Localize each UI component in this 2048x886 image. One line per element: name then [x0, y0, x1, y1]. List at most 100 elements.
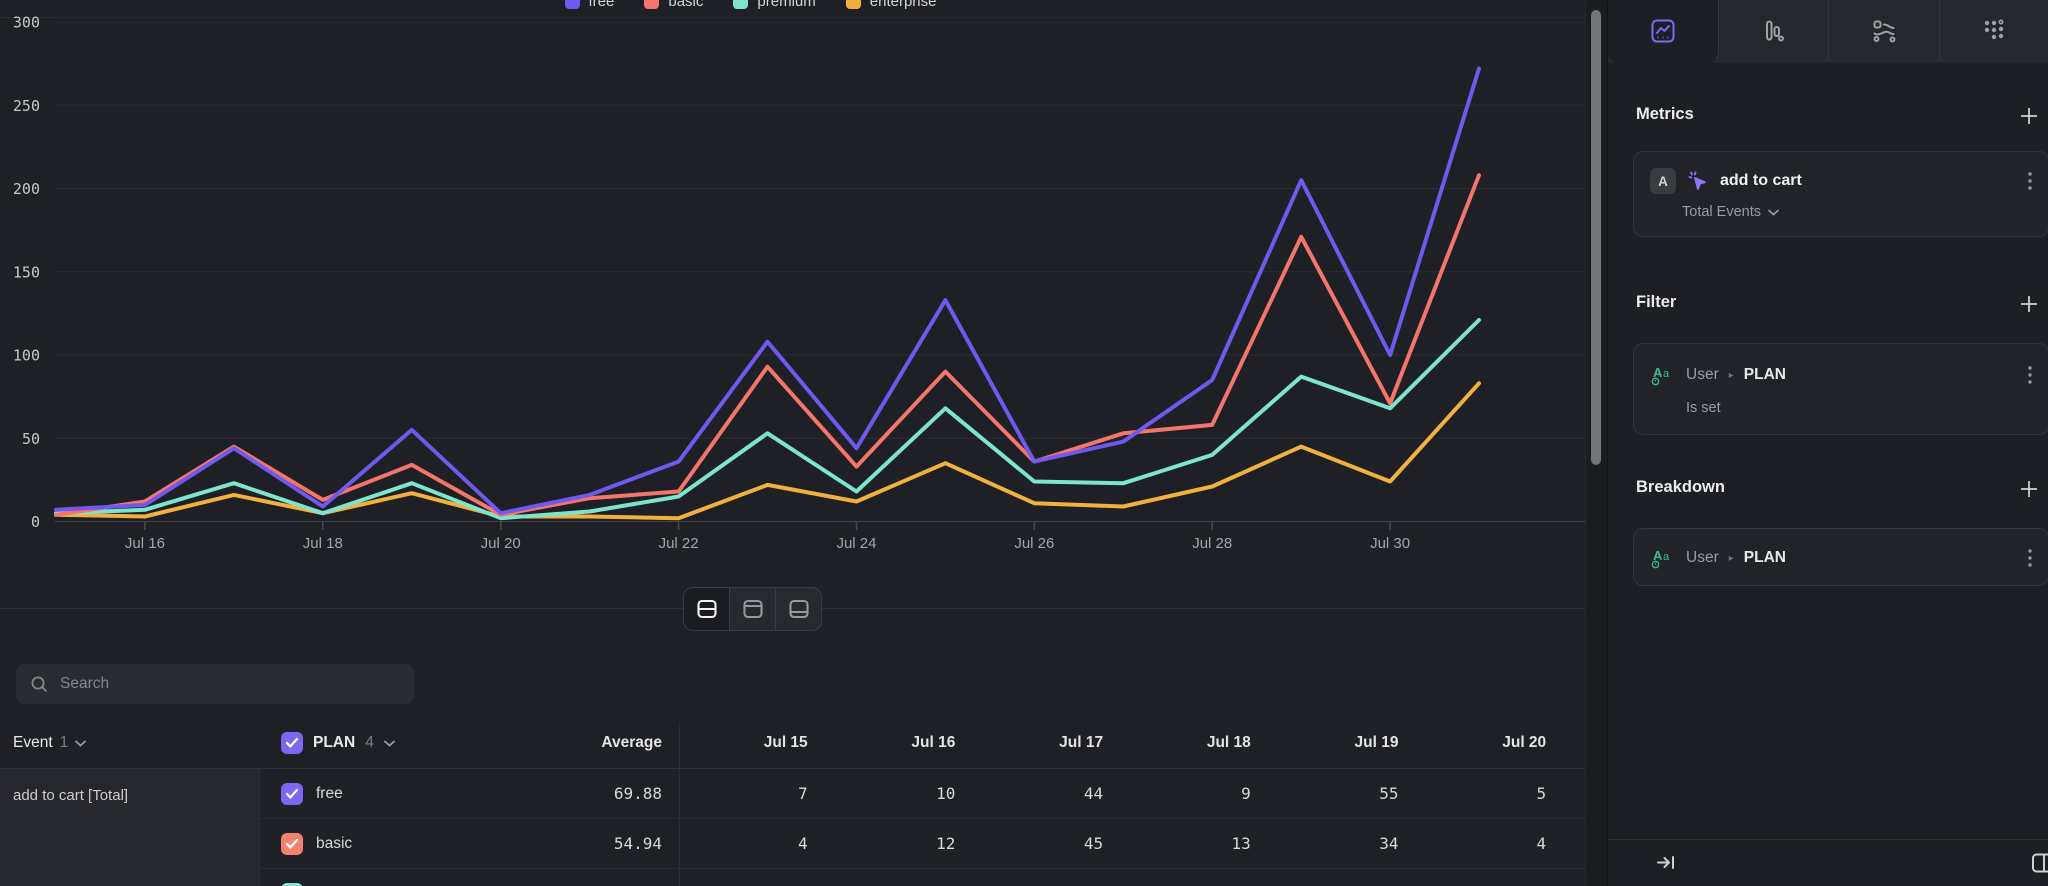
- top-panel-view-button[interactable]: [730, 588, 776, 630]
- y-axis-label: 150: [13, 263, 40, 281]
- plus-icon: [2021, 296, 2037, 312]
- chevron-down-icon: [1768, 209, 1779, 216]
- x-axis-label: Jul 24: [836, 535, 876, 552]
- date-column-header[interactable]: Jul 16: [911, 734, 956, 751]
- x-axis-label: Jul 20: [481, 535, 521, 552]
- plan-select-all-checkbox[interactable]: [281, 732, 303, 754]
- collapse-sidebar-button[interactable]: [1656, 853, 1676, 877]
- event-header-count: 1: [59, 734, 69, 751]
- arrow-to-bar-icon: [1657, 856, 1674, 869]
- add-filter-button[interactable]: [2016, 291, 2042, 317]
- series-checkbox[interactable]: [281, 883, 303, 886]
- series-line-basic[interactable]: [54, 173, 1481, 517]
- plan-column-header[interactable]: PLAN 4: [281, 718, 395, 768]
- filter-options-button[interactable]: [2020, 362, 2040, 388]
- caret-right-icon: ▸: [1728, 369, 1734, 381]
- series-line-premium[interactable]: [54, 318, 1481, 521]
- split-view-button[interactable]: [684, 588, 730, 630]
- tab-bar-chart[interactable]: [1719, 0, 1829, 61]
- legend-item-basic[interactable]: basic: [644, 0, 703, 12]
- columns-icon: [2032, 853, 2048, 873]
- series-line-enterprise[interactable]: [54, 381, 1481, 521]
- metric-letter-badge: A: [1650, 168, 1676, 194]
- svg-text:A: A: [1653, 548, 1663, 563]
- date-column-header[interactable]: Jul 17: [1059, 734, 1104, 751]
- legend-item-premium[interactable]: premium: [733, 0, 816, 12]
- search-input[interactable]: Search: [16, 664, 414, 704]
- table-header: Event 1 PLAN 4 Average Jul 15 Jul 16 Jul 1…: [0, 718, 1585, 769]
- event-header-label: Event: [13, 734, 53, 751]
- cell-value: 2: [1418, 869, 1547, 886]
- metric-measure-select[interactable]: Total Events: [1682, 204, 2048, 220]
- event-total-label: add to cart [Total]: [13, 787, 129, 804]
- bar-chart-icon: [1766, 20, 1785, 41]
- add-breakdown-button[interactable]: [2016, 476, 2042, 502]
- date-column-header[interactable]: Jul 19: [1354, 734, 1399, 751]
- breakdown-options-button[interactable]: [2020, 545, 2040, 571]
- cell-value: 7: [827, 869, 956, 886]
- metric-options-button[interactable]: [2020, 168, 2040, 194]
- cell-value: 7: [798, 784, 808, 803]
- column-separator: [679, 722, 680, 886]
- date-column-header[interactable]: Jul 15: [763, 734, 808, 751]
- search-placeholder: Search: [60, 675, 110, 692]
- row-average: 33.00: [530, 869, 662, 886]
- event-column-header[interactable]: Event 1: [13, 718, 87, 768]
- cell-value: 44: [1083, 784, 1104, 803]
- y-axis-label: 200: [13, 180, 40, 198]
- average-column-header[interactable]: Average: [601, 734, 662, 751]
- bottom-panel-view-button[interactable]: [776, 588, 821, 630]
- chart-svg: 0 50 100 150 200 250 300 Jul 16 Jul 18 Jul 20 Jul …: [13, 14, 1585, 552]
- table-row-premium[interactable]: premium 33.00 5 7 23 5 23 2: [260, 869, 1585, 886]
- filter-condition[interactable]: Is set: [1686, 400, 2048, 416]
- legend-label: premium: [757, 0, 816, 10]
- legend-item-free[interactable]: free: [564, 0, 614, 12]
- cell-value: 55: [1379, 784, 1399, 803]
- chevron-down-icon: [75, 740, 87, 747]
- kebab-icon: [2028, 366, 2032, 384]
- date-column-header[interactable]: Jul 18: [1206, 734, 1251, 751]
- legend-item-enterprise[interactable]: enterprise: [845, 0, 937, 12]
- breakdown-heading: Breakdown: [1636, 478, 1725, 496]
- panel-layout-button[interactable]: [2031, 852, 2048, 879]
- cell-value: 12: [936, 834, 956, 853]
- metric-card[interactable]: A add to cart Total Events: [1633, 151, 2048, 237]
- filter-card[interactable]: A a User ▸ PLAN Is set: [1633, 343, 2048, 435]
- filter-condition-label: Is set: [1686, 400, 1721, 416]
- legend-label: enterprise: [869, 0, 937, 10]
- scrollbar-track[interactable]: [1585, 0, 1607, 886]
- row-label: basic: [316, 835, 353, 852]
- x-axis-label: Jul 18: [303, 535, 343, 552]
- tab-chart-grid[interactable]: [1940, 0, 2048, 61]
- cell-value: 23: [1270, 869, 1398, 886]
- x-axis-label: Jul 28: [1192, 535, 1232, 552]
- filter-heading: Filter: [1636, 293, 1677, 311]
- cell-value: 9: [1241, 784, 1251, 803]
- y-axis-label: 250: [13, 97, 40, 115]
- legend-swatch: [644, 0, 660, 9]
- event-total-cell[interactable]: add to cart [Total]: [0, 769, 260, 886]
- table-row-free[interactable]: free 69.88 7 10 44 9 55 5: [260, 769, 1585, 819]
- series-line-free[interactable]: [54, 66, 1481, 516]
- bottom-panel-icon: [788, 599, 809, 619]
- sidebar-tabs: [1608, 0, 2048, 62]
- x-axis-label: Jul 26: [1014, 535, 1054, 552]
- config-sidebar: Metrics A add to cart Total Events Filt: [1607, 0, 2048, 886]
- x-axis-label: Jul 22: [659, 535, 699, 552]
- add-metric-button[interactable]: [2016, 103, 2042, 129]
- tab-line-chart[interactable]: [1608, 0, 1719, 62]
- series-checkbox[interactable]: [281, 833, 303, 855]
- scrollbar-thumb[interactable]: [1591, 10, 1601, 465]
- kebab-icon: [2028, 549, 2032, 567]
- table-row-basic[interactable]: basic 54.94 4 12 45 13 34 4: [260, 819, 1585, 869]
- row-label: premium: [316, 869, 376, 886]
- breakdown-card[interactable]: A a User ▸ PLAN: [1633, 528, 2048, 586]
- sidebar-footer: [1608, 839, 2048, 886]
- split-view-icon: [696, 599, 717, 619]
- tab-flows[interactable]: [1829, 0, 1940, 61]
- line-chart: 0 50 100 150 200 250 300 Jul 16 Jul 18 Jul 20 Jul …: [0, 0, 1585, 570]
- legend-swatch: [564, 0, 580, 9]
- date-column-header[interactable]: Jul 20: [1502, 734, 1547, 751]
- series-checkbox[interactable]: [281, 783, 303, 805]
